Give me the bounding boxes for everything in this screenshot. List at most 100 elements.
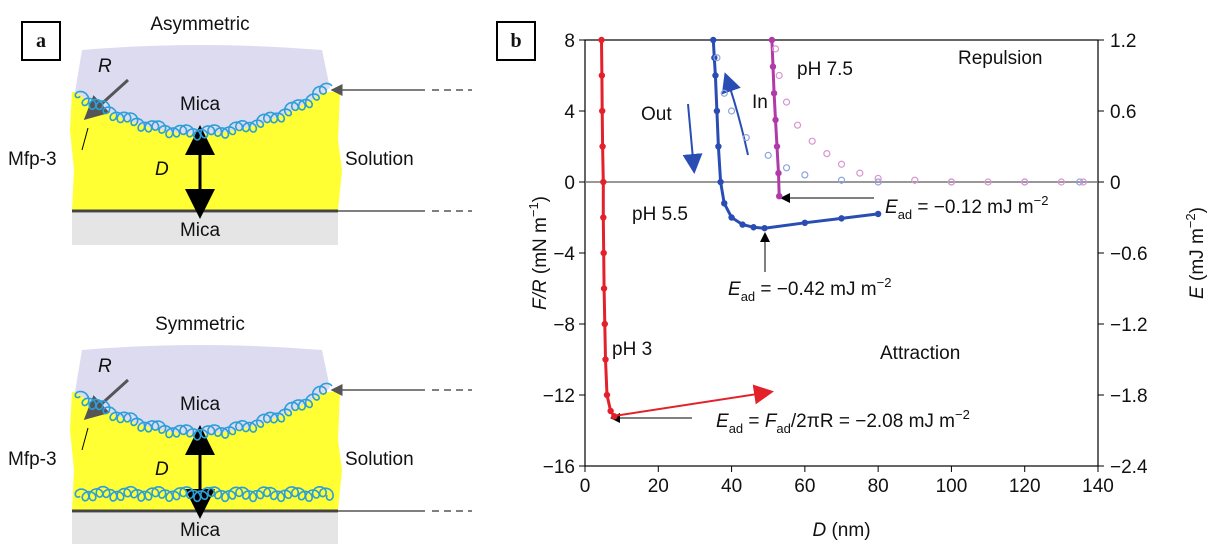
annotation: Ead = Fad/2πR = −2.08 mJ m−2 [716, 407, 970, 436]
text-part: (nm) [826, 520, 870, 541]
data-point [947, 178, 956, 186]
data-point [607, 407, 614, 415]
data-point [721, 200, 728, 207]
data-point [823, 150, 831, 158]
data-point [712, 72, 719, 79]
data-point [727, 107, 736, 115]
data-point [600, 249, 607, 257]
x-tick-label: 60 [794, 476, 815, 497]
annotation: pH 5.5 [632, 204, 688, 225]
data-point [772, 116, 779, 124]
data-point [837, 160, 846, 168]
data-point [742, 134, 750, 142]
surface-label: Mica [180, 394, 221, 415]
y2-tick-label: −0.6 [1110, 244, 1148, 265]
text-part: Repulsion [958, 48, 1043, 69]
data-point [599, 107, 606, 115]
text-part: pH 7.5 [797, 59, 853, 80]
text-part: E [716, 411, 729, 432]
y2-tick-label: −1.8 [1110, 386, 1148, 407]
text-part: E [885, 197, 898, 218]
data-point [598, 72, 606, 79]
y-tick-label: −4 [553, 244, 575, 265]
text-part: F [765, 411, 778, 432]
data-point [764, 151, 772, 159]
annotation: pH 7.5 [797, 59, 853, 80]
data-point [728, 214, 735, 221]
y-tick-label: −16 [543, 457, 575, 478]
data-point [874, 210, 882, 218]
x-tick-label: 20 [648, 476, 669, 497]
y-tick-label: −12 [543, 386, 575, 407]
arrow [721, 72, 749, 156]
radius-label: R [98, 356, 112, 377]
data-point [761, 224, 768, 232]
y-axis-label: F/R (mN m−1) [526, 196, 551, 310]
chart: b [496, 21, 874, 423]
annotation: Repulsion [958, 48, 1043, 69]
text-part: /2πR = −2.08 mJ m [791, 411, 955, 432]
data-point [1021, 178, 1029, 186]
x-tick-label: 140 [1082, 476, 1114, 497]
data-point [801, 219, 809, 227]
data-point [874, 174, 882, 183]
text-part: E [728, 279, 741, 300]
data-point [713, 54, 721, 62]
data-point [911, 176, 919, 184]
text-part: −1 [526, 202, 541, 217]
annotation: Ead = −0.42 mJ m−2 [728, 275, 891, 304]
y-tick-label: 8 [564, 31, 575, 52]
series-line [711, 39, 879, 230]
data-point [599, 143, 606, 150]
data-point [715, 143, 722, 150]
x-tick-label: 0 [580, 476, 591, 497]
distance-label: D [155, 159, 169, 180]
text-part: F/R [530, 279, 551, 310]
arrow [613, 384, 774, 417]
annotation: In [752, 92, 768, 113]
text-part: ad [729, 421, 743, 436]
coating-label: Mfp-3 [8, 149, 57, 170]
text-part: −2 [1183, 213, 1198, 228]
distance-label: D [155, 459, 169, 480]
data-point [598, 36, 605, 44]
text-part: ) [530, 196, 551, 202]
text-part: D [812, 520, 826, 541]
y-tick-label: 4 [564, 102, 575, 123]
data-point [782, 164, 791, 172]
data-point [793, 121, 802, 129]
text-part: Attraction [880, 343, 960, 364]
schematic-title: Asymmetric [150, 14, 249, 35]
text-part: −2 [955, 407, 970, 422]
text-part: ad [741, 289, 755, 304]
text-part: ad [898, 207, 912, 222]
text-part: = −0.42 mJ m [755, 279, 876, 300]
text-part: ad [776, 421, 790, 436]
x-tick-label: 80 [868, 476, 889, 497]
x-tick-label: 100 [936, 476, 968, 497]
coating-label: Mfp-3 [8, 449, 57, 470]
schematic-title: Symmetric [155, 314, 245, 335]
data-point [713, 107, 721, 115]
x-tick-label: 120 [1009, 476, 1041, 497]
data-point [837, 176, 846, 184]
y-tick-label: −8 [553, 315, 575, 336]
text-part: In [752, 92, 768, 113]
arrow [682, 103, 703, 174]
data-point [600, 178, 607, 186]
data-point [808, 137, 816, 145]
y2-axis-label: E (mJ m−2) [1183, 207, 1208, 299]
data-point [770, 90, 778, 97]
x-tick-label: 40 [721, 476, 742, 497]
data-point [984, 178, 992, 186]
data-point [775, 169, 782, 177]
radius-label: R [98, 56, 112, 77]
annotation: Ead = −0.12 mJ m−2 [885, 193, 1048, 222]
data-point [775, 71, 783, 80]
data-point [1057, 178, 1065, 186]
data-point [771, 45, 780, 53]
annotation: Attraction [880, 343, 960, 364]
surface-label: Mica [180, 220, 221, 241]
data-point [776, 192, 783, 200]
